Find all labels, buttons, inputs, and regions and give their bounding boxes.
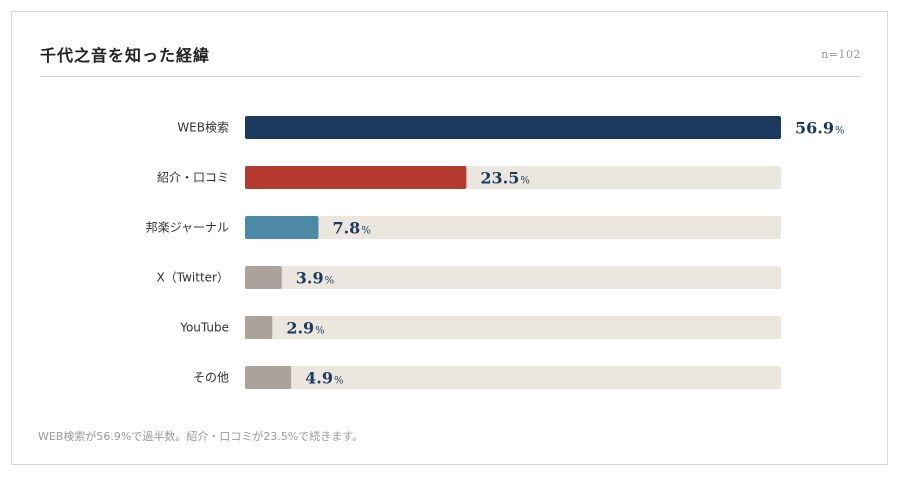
bar-row: YouTube 2.9%: [179, 316, 781, 339]
bar-track: [245, 216, 781, 239]
value-label: 56.9%: [795, 119, 844, 138]
category-label: その他: [193, 371, 229, 385]
bar-row: WEB検索 56.9%: [177, 116, 844, 139]
category-label: 邦楽ジャーナル: [146, 221, 229, 235]
chart-footnote: WEB検索が56.9%で過半数。紹介・口コミが23.5%で続きます。: [38, 430, 364, 443]
value-label: 2.9%: [286, 319, 324, 338]
sample-size-label: n=102: [821, 48, 861, 61]
category-label: YouTube: [179, 321, 229, 335]
bar-track: [245, 316, 781, 339]
bar-row: 紹介・口コミ 23.5%: [157, 166, 781, 189]
bar: [245, 316, 273, 339]
value-label: 4.9%: [305, 369, 343, 388]
value-label: 7.8%: [332, 219, 370, 238]
category-label: WEB検索: [177, 121, 229, 135]
bar: [245, 366, 292, 389]
category-label: 紹介・口コミ: [157, 171, 229, 185]
chart-title: 千代之音を知った経緯: [40, 46, 211, 65]
category-label: X（Twitter）: [157, 271, 229, 285]
bar-track: [245, 266, 781, 289]
title-divider: [40, 76, 861, 77]
bar: [245, 216, 319, 239]
bar-row: 邦楽ジャーナル 7.8%: [146, 216, 781, 239]
bar-row: その他 4.9%: [193, 366, 781, 389]
bar: [245, 266, 282, 289]
value-label: 23.5%: [480, 169, 529, 188]
bar: [245, 166, 467, 189]
value-label: 3.9%: [296, 269, 334, 288]
bar-row: X（Twitter） 3.9%: [157, 266, 781, 289]
bar: [245, 116, 781, 139]
bar-track: [245, 366, 781, 389]
